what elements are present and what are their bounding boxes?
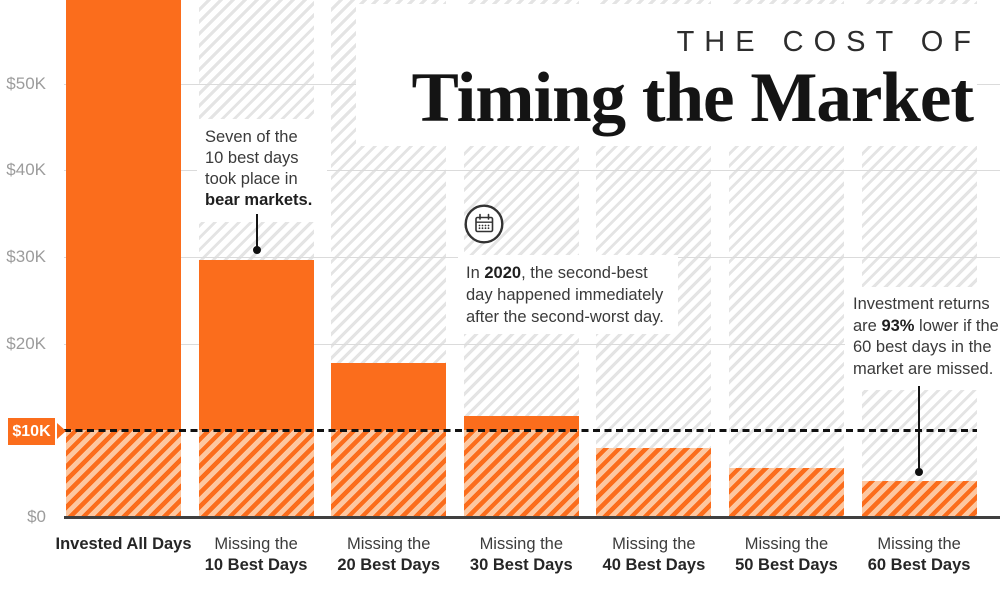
- annotation-line: bear markets.: [205, 191, 313, 209]
- connector-line-returns: [918, 386, 920, 470]
- annotation-line: after the second-worst day.: [466, 308, 664, 326]
- title-kicker: THE COST OF: [676, 26, 981, 58]
- x-axis-label: Missing the 50 Best Days: [735, 535, 838, 574]
- bar-hatched-segment: [331, 430, 447, 517]
- gridline: [64, 343, 1000, 345]
- bar-hatched-segment: [729, 467, 844, 517]
- bar-hatched-segment: [861, 480, 977, 517]
- connector-dot-bear-markets: [253, 246, 261, 254]
- y-axis-label: $0: [27, 507, 46, 526]
- bar-solid-segment: [331, 362, 447, 430]
- annotation-line: market are missed.: [853, 359, 994, 378]
- baseline-tag-arrow: [57, 423, 66, 439]
- title-box: THE COST OF Timing the Market: [356, 4, 977, 146]
- calendar-icon: [464, 204, 504, 244]
- x-axis-label: Invested All Days: [55, 535, 192, 553]
- bar-hatched-segment: [596, 447, 712, 517]
- y-axis-label: $50K: [6, 73, 46, 93]
- bar-solid-segment: [198, 259, 314, 430]
- bar-solid-segment: [463, 415, 579, 430]
- x-axis-label: Missing the 20 Best Days: [337, 535, 441, 574]
- x-axis-label: Missing the 10 Best Days: [204, 535, 308, 574]
- connector-line-bear-markets: [256, 214, 258, 248]
- bar-hatched-segment: [463, 430, 579, 517]
- baseline-tag: $10K: [8, 418, 55, 445]
- annotation-line: 10 best days: [205, 149, 299, 167]
- annotation-line: are 93% lower if the: [853, 316, 999, 335]
- connector-dot-returns: [915, 468, 923, 476]
- annotation-line: took place in: [205, 170, 298, 188]
- annotation-line: Seven of the: [205, 128, 298, 146]
- gridline: [64, 170, 1000, 172]
- x-axis-label: Missing the 30 Best Days: [469, 535, 573, 574]
- y-axis-label: $30K: [6, 246, 46, 266]
- x-axis-line: [64, 516, 1000, 519]
- y-axis-label: $20K: [6, 333, 46, 353]
- annotation-line: Investment returns: [853, 295, 990, 313]
- annotation-line: In 2020, the second-best: [466, 264, 648, 282]
- x-axis-label: Missing the 40 Best Days: [602, 535, 706, 574]
- bar-hatched-segment: [198, 430, 314, 517]
- annotation-bear-markets: Seven of the 10 best days took place in bea…: [197, 119, 327, 222]
- baseline-dashed-line: [64, 429, 977, 432]
- bar-solid-segment: [66, 0, 181, 430]
- annotation-line: 60 best days in the: [853, 338, 992, 356]
- annotation-returns-93: Investment returns are 93% lower if the 60…: [845, 287, 1000, 390]
- bar-hatched-segment: [66, 430, 181, 517]
- x-axis-label: Missing the 60 Best Days: [867, 535, 971, 574]
- annotation-line: day happened immediately: [466, 286, 664, 304]
- main-title: Timing the Market: [411, 59, 974, 137]
- annotation-2020: In 2020, the second-best day happened imm…: [458, 255, 678, 334]
- y-axis-label: $40K: [6, 160, 46, 180]
